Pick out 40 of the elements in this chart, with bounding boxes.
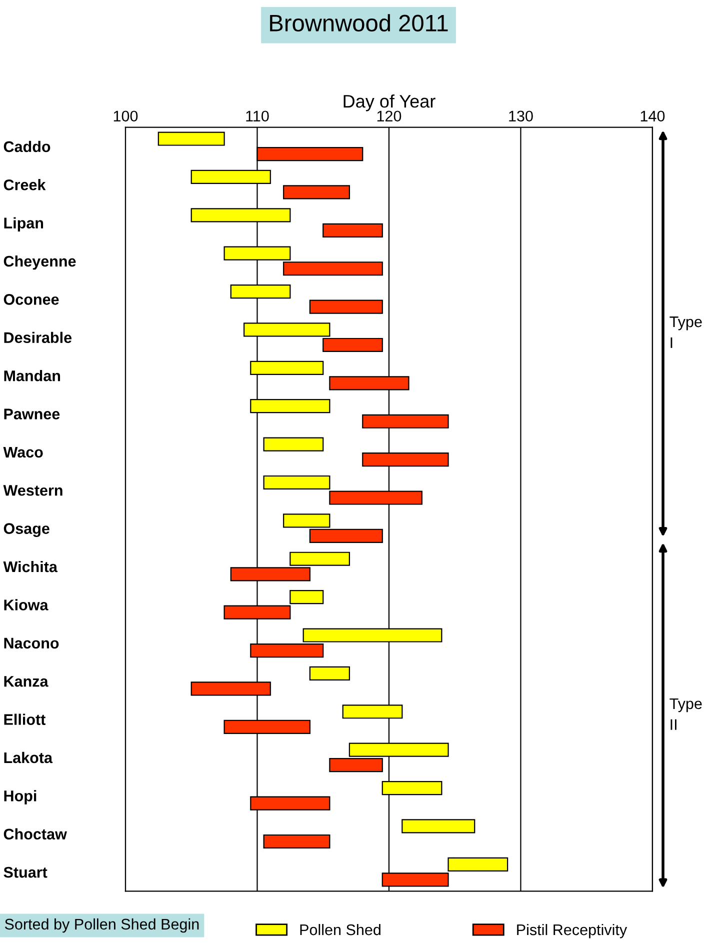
y-tick-label: Lipan bbox=[4, 217, 44, 232]
y-tick-label: Western bbox=[3, 485, 62, 496]
text: Type I bbox=[670, 316, 702, 348]
y-tick-label: Pawnee bbox=[4, 408, 60, 420]
bar bbox=[309, 300, 383, 314]
chart-title: Brownwood 2011 bbox=[270, 14, 448, 32]
bar bbox=[158, 132, 225, 146]
legend-label: Pollen Shed bbox=[300, 924, 380, 936]
x-tick-label: 120 bbox=[377, 110, 402, 122]
bar bbox=[263, 834, 330, 849]
y-tick-label: Kanza bbox=[4, 676, 48, 687]
text: Sorted by Pollen Shed Begin bbox=[4, 918, 199, 933]
legend-label: Pistil Receptivity bbox=[517, 924, 628, 938]
y-tick-label: Osage bbox=[4, 523, 50, 538]
y-tick-label: Lakota bbox=[4, 752, 53, 764]
y-tick-label: Kiowa bbox=[4, 599, 48, 610]
y-tick-label: Nacono bbox=[4, 638, 59, 649]
y-tick-label: Mandan bbox=[4, 370, 60, 382]
y-tick-label: Choctaw bbox=[4, 828, 67, 840]
x-tick-label: 100 bbox=[114, 110, 138, 122]
x-tick-label: 110 bbox=[246, 110, 269, 122]
y-tick-label: Creek bbox=[4, 179, 46, 190]
y-tick-label: Elliott bbox=[4, 714, 46, 725]
y-tick-label: Oconee bbox=[4, 294, 59, 305]
y-tick-label: Wichita bbox=[3, 560, 58, 572]
x-tick-label: 130 bbox=[509, 110, 533, 122]
y-tick-label: Caddo bbox=[4, 140, 50, 152]
y-tick-label: Hopi bbox=[4, 790, 36, 804]
text: Type II bbox=[670, 698, 702, 730]
x-tick-label: 140 bbox=[640, 110, 665, 122]
bar bbox=[309, 666, 350, 680]
bar bbox=[263, 437, 324, 452]
x-axis-title: Day of Year bbox=[344, 94, 436, 112]
bar bbox=[283, 185, 350, 200]
bar bbox=[402, 819, 476, 834]
y-tick-label: Stuart bbox=[4, 866, 48, 878]
bar bbox=[322, 223, 383, 238]
y-tick-label: Cheyenne bbox=[4, 255, 76, 270]
y-tick-label: Desirable bbox=[4, 332, 72, 344]
y-tick-label: Waco bbox=[3, 446, 43, 458]
